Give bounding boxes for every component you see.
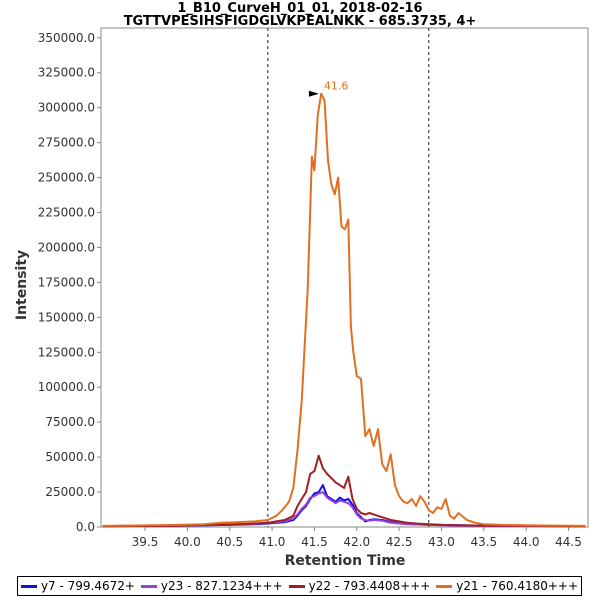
legend-swatch bbox=[20, 584, 37, 588]
y-tick-label: 200000.0 bbox=[38, 240, 95, 254]
y-tick-label: 225000.0 bbox=[38, 206, 95, 220]
legend-swatch bbox=[436, 584, 453, 588]
peak-annotation-group: 41.6 bbox=[308, 80, 349, 97]
series-line bbox=[102, 92, 586, 527]
y-tick-label: 0.0 bbox=[76, 520, 95, 534]
chromatogram-plot: 0.0 25000.0 50000.0 75000.0 100000.0 125000.0… bbox=[14, 27, 589, 569]
y-tick-label: 150000.0 bbox=[38, 310, 95, 324]
y-tick-label: 250000.0 bbox=[38, 171, 95, 185]
legend-item: y23 - 827.1234+++ bbox=[140, 579, 283, 593]
legend-swatch bbox=[140, 584, 157, 588]
x-axis-label: Retention Time bbox=[285, 553, 406, 569]
legend-item: y22 - 793.4408+++ bbox=[288, 579, 431, 593]
x-tick-label: 41.5 bbox=[301, 535, 328, 549]
y-axis-label: Intensity bbox=[14, 250, 30, 320]
y-tick-label: 175000.0 bbox=[38, 275, 95, 289]
peak-marker-arrow bbox=[308, 90, 319, 97]
legend-label: y21 - 760.4180+++ bbox=[456, 579, 579, 593]
x-tick-label: 44.0 bbox=[513, 535, 540, 549]
peak-boundaries bbox=[267, 28, 430, 527]
x-tick-label: 42.5 bbox=[386, 535, 413, 549]
peak-annotation-label: 41.6 bbox=[324, 80, 349, 93]
y-tick-label: 325000.0 bbox=[38, 66, 95, 80]
x-tick-label: 39.5 bbox=[132, 535, 159, 549]
legend-item: y7 - 799.4672+ bbox=[20, 579, 135, 593]
x-tick-label: 40.0 bbox=[174, 535, 201, 549]
chart-legend: y7 - 799.4672+ y23 - 827.1234+++ y22 - 793… bbox=[17, 576, 582, 596]
x-tick-label: 42.0 bbox=[343, 535, 370, 549]
legend-label: y22 - 793.4408+++ bbox=[308, 579, 431, 593]
x-tick-label: 40.5 bbox=[216, 535, 243, 549]
y-tick-label: 25000.0 bbox=[45, 485, 95, 499]
x-tick-label: 43.0 bbox=[428, 535, 455, 549]
y-tick-label: 275000.0 bbox=[38, 136, 95, 150]
y-axis: 0.0 25000.0 50000.0 75000.0 100000.0 125000.0… bbox=[38, 31, 101, 534]
y-tick-label: 50000.0 bbox=[45, 450, 95, 464]
x-tick-label: 41.0 bbox=[259, 535, 286, 549]
x-tick-label: 44.5 bbox=[555, 535, 582, 549]
y-tick-label: 100000.0 bbox=[38, 380, 95, 394]
legend-swatch bbox=[288, 584, 305, 588]
y-tick-label: 350000.0 bbox=[38, 31, 95, 45]
y-tick-label: 75000.0 bbox=[45, 415, 95, 429]
chart-title: 1_B10_CurveH_01_01, 2018-02-16 bbox=[177, 1, 423, 16]
legend-label: y7 - 799.4672+ bbox=[40, 579, 135, 593]
plot-area bbox=[100, 27, 589, 528]
legend-label: y23 - 827.1234+++ bbox=[160, 579, 283, 593]
x-axis: 39.5 40.0 40.5 41.0 41.5 42.0 42.5 43.0 43.5 44.0… bbox=[132, 527, 582, 549]
chart-subtitle: TGTTVPESIHSFIGDGLVKPEALNKK - 685.3735, 4… bbox=[123, 14, 477, 29]
series-lines bbox=[102, 92, 586, 528]
y-tick-label: 300000.0 bbox=[38, 101, 95, 115]
series-line bbox=[102, 454, 586, 528]
y-tick-label: 125000.0 bbox=[38, 345, 95, 359]
legend-item: y21 - 760.4180+++ bbox=[436, 579, 578, 593]
x-tick-label: 43.5 bbox=[470, 535, 497, 549]
